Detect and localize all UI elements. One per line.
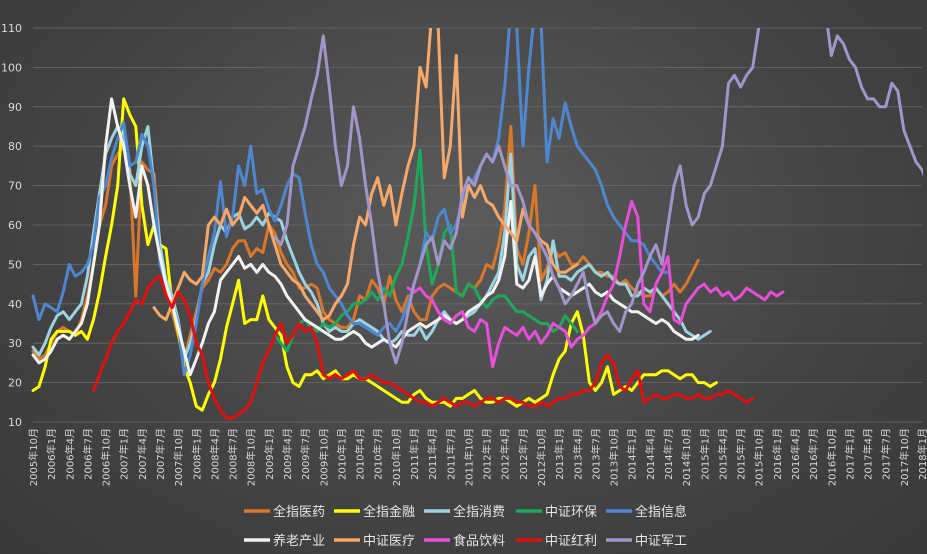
x-tick-label: 2017年1月 <box>843 428 856 480</box>
legend-label: 中证环保 <box>545 505 597 520</box>
x-tick-label: 2015年10月 <box>753 428 766 486</box>
legend-label: 食品饮料 <box>453 533 505 549</box>
x-tick-label: 2018年1月 <box>916 428 927 480</box>
y-axis: 10 20 30 40 50 60 70 80 90 100 110 <box>1 22 22 429</box>
x-tick-label: 2010年4月 <box>354 428 367 480</box>
x-tick-label: 2007年1月 <box>118 428 131 480</box>
x-tick-label: 2014年4月 <box>644 428 657 480</box>
x-tick-label: 2008年7月 <box>227 428 240 480</box>
gridlines <box>33 27 922 423</box>
x-tick-label: 2013年4月 <box>571 428 584 480</box>
legend-label: 全指医药 <box>273 504 325 520</box>
legend-label: 全指金融 <box>363 504 415 520</box>
x-tick-label: 2007年7月 <box>154 428 167 480</box>
series-line <box>31 97 718 412</box>
x-tick-label: 2013年10月 <box>608 428 621 486</box>
series-line <box>31 97 700 377</box>
x-tick-label: 2015年1月 <box>698 428 711 480</box>
series-line <box>92 274 755 420</box>
x-tick-label: 2009年1月 <box>263 428 276 480</box>
x-tick-label: 2006年7月 <box>81 428 94 480</box>
x-tick-label: 2012年4月 <box>499 428 512 480</box>
series-line <box>152 28 579 322</box>
x-tick-label: 2012年7月 <box>517 428 530 480</box>
x-tick-label: 2014年7月 <box>662 428 675 480</box>
x-tick-label: 2007年10月 <box>172 428 185 486</box>
x-tick-label: 2010年1月 <box>335 428 348 480</box>
y-tick-label: 70 <box>8 180 22 193</box>
series-lines <box>31 28 923 420</box>
x-tick-label: 2014年1月 <box>626 428 639 480</box>
legend-label: 养老产业 <box>273 533 325 549</box>
x-tick-label: 2011年1月 <box>408 428 421 480</box>
x-tick-label: 2015年7月 <box>735 428 748 480</box>
y-tick-label: 20 <box>8 377 22 390</box>
legend-label: 中证红利 <box>545 533 597 549</box>
x-tick-label: 2009年7月 <box>299 428 312 480</box>
series-line <box>31 125 712 361</box>
x-tick-label: 2008年1月 <box>190 428 203 480</box>
x-tick-label: 2009年4月 <box>281 428 294 480</box>
legend-label: 全指信息 <box>635 504 687 520</box>
y-tick-label: 10 <box>8 416 22 429</box>
legend-label: 全指消费 <box>453 504 505 520</box>
y-tick-label: 40 <box>8 298 22 311</box>
series-line <box>406 199 785 369</box>
series-line <box>31 28 670 377</box>
x-tick-label: 2006年10月 <box>100 428 113 486</box>
x-tick-label: 2013年1月 <box>553 428 566 480</box>
x-tick-label: 2015年4月 <box>716 428 729 480</box>
x-tick-label: 2007年4月 <box>136 428 149 480</box>
x-tick-label: 2009年10月 <box>317 428 330 486</box>
y-tick-label: 80 <box>8 140 22 153</box>
x-tick-label: 2017年10月 <box>898 428 911 486</box>
x-tick-label: 2011年4月 <box>426 428 439 480</box>
x-tick-label: 2013年7月 <box>589 428 602 480</box>
y-tick-label: 90 <box>8 101 22 114</box>
x-axis: 2005年10月 2006年1月 2006年4月 2006年7月 2006年10月 200… <box>27 428 927 486</box>
y-tick-label: 100 <box>1 61 22 74</box>
x-tick-label: 2010年7月 <box>372 428 385 480</box>
x-tick-label: 2011年10月 <box>462 428 475 486</box>
y-tick-label: 60 <box>8 219 22 232</box>
x-tick-label: 2017年7月 <box>880 428 893 480</box>
x-tick-label: 2016年7月 <box>807 428 820 480</box>
x-tick-label: 2016年1月 <box>771 428 784 480</box>
x-tick-label: 2014年10月 <box>680 428 693 486</box>
x-tick-label: 2017年4月 <box>862 428 875 480</box>
x-tick-label: 2005年10月 <box>27 428 40 486</box>
legend-label: 中证军工 <box>635 534 687 549</box>
x-tick-label: 2008年4月 <box>208 428 221 480</box>
x-tick-label: 2008年10月 <box>245 428 258 486</box>
x-tick-label: 2012年10月 <box>535 428 548 486</box>
y-tick-label: 110 <box>1 22 22 35</box>
x-tick-label: 2006年1月 <box>45 428 58 480</box>
x-tick-label: 2011年7月 <box>444 428 457 480</box>
legend-label: 中证医疗 <box>363 534 415 549</box>
x-tick-label: 2016年10月 <box>825 428 838 486</box>
x-tick-label: 2012年1月 <box>481 428 494 480</box>
x-tick-label: 2006年4月 <box>63 428 76 480</box>
y-tick-label: 30 <box>8 337 22 350</box>
series-line <box>273 28 923 365</box>
x-tick-label: 2010年10月 <box>390 428 403 486</box>
y-tick-label: 50 <box>8 258 22 271</box>
x-tick-label: 2016年4月 <box>789 428 802 480</box>
